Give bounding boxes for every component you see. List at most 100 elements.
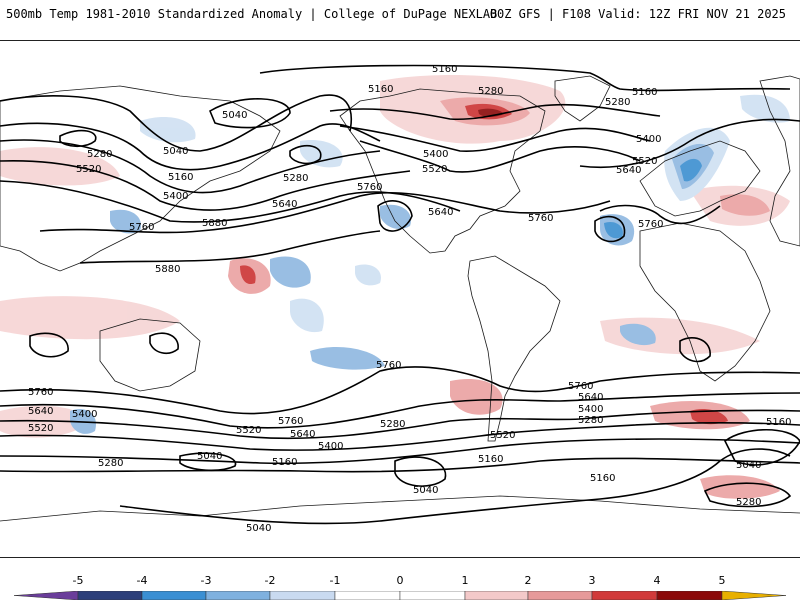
contour-label: 5040 — [222, 110, 247, 121]
colorbar-tick: 5 — [718, 574, 726, 587]
contour-label: 5280 — [578, 415, 603, 426]
contour-5520-sh — [0, 409, 800, 440]
contour-label: 5160 — [168, 172, 193, 183]
contour-label: 5640 — [28, 406, 53, 417]
contour-label: 5160 — [432, 64, 457, 75]
colorbar-segment — [656, 591, 723, 600]
colorbar-segment — [721, 591, 787, 600]
contour-label: 5520 — [632, 156, 657, 167]
contour-label: 5760 — [357, 182, 382, 193]
colorbar-tick: -2 — [264, 574, 276, 587]
contour-5160-sh — [0, 457, 800, 473]
colorbar-segment — [269, 591, 336, 600]
contour-label: 5760 — [638, 219, 663, 230]
contour-5280-asia — [0, 122, 381, 171]
closed-contour-atl — [594, 215, 626, 243]
contour-label: 5040 — [197, 451, 222, 462]
contour-label: 5160 — [272, 457, 297, 468]
contour-label: 5160 — [368, 84, 393, 95]
closed-contour-na — [377, 200, 413, 232]
contour-label: 5280 — [736, 497, 761, 508]
contour-label: 5280 — [283, 173, 308, 184]
contour-5160-east — [723, 428, 800, 466]
height-contours — [0, 64, 800, 525]
contour-5520-na — [359, 140, 641, 173]
contour-5160-north — [259, 64, 791, 92]
contour-label: 5640 — [290, 429, 315, 440]
contour-5160-asia — [0, 94, 352, 152]
warm-anomaly-area — [240, 265, 256, 285]
contour-5880-pacific — [79, 230, 381, 264]
colorbar-segment — [334, 591, 401, 600]
cold-anomaly-area — [680, 158, 702, 182]
colorbar-segment — [205, 591, 271, 600]
contour-label: 5520 — [422, 164, 447, 175]
map-canvas: 5160 5280 5160 5280 5160 5040 5400 5520 … — [0, 64, 800, 534]
south-america-outline — [467, 255, 561, 442]
colorbar-segment — [464, 591, 529, 600]
cold-anomaly-area — [620, 323, 656, 346]
contour-label: 5280 — [98, 458, 123, 469]
contour-label: 5160 — [478, 454, 503, 465]
contour-label: 5280 — [605, 97, 630, 108]
contour-label: 5880 — [202, 218, 227, 229]
cold-anomaly-area — [290, 298, 324, 333]
contour-label: 5280 — [380, 419, 405, 430]
colorbar-bar — [13, 591, 787, 600]
greenland-outline — [554, 75, 611, 122]
contour-label: 5760 — [528, 213, 553, 224]
warm-anomaly-area — [0, 147, 120, 186]
colorbar-tick: -3 — [200, 574, 212, 587]
colorbar-segment — [77, 591, 143, 600]
contour-5280-east — [703, 482, 792, 508]
cold-anomaly-area — [604, 221, 623, 239]
contour-5400-na — [339, 125, 651, 153]
contour-5520-asia — [0, 159, 411, 211]
colorbar-tick: 1 — [461, 574, 469, 587]
anomaly-colorbar: -5 -4 -3 -2 -1 0 1 2 3 4 5 — [0, 570, 800, 600]
header-bar: 500mb Temp 1981-2010 Standardized Anomal… — [0, 0, 800, 40]
contour-5760-atlantic — [599, 204, 721, 225]
contour-5640-sh — [0, 392, 800, 429]
colorbar-segment — [591, 591, 658, 600]
warm-anomaly-area — [0, 296, 180, 340]
contour-label: 5640 — [578, 392, 603, 403]
contour-label: 5760 — [278, 416, 303, 427]
coastlines — [0, 75, 800, 522]
contour-5040-south — [119, 448, 791, 525]
contour-label: 5400 — [318, 441, 343, 452]
weather-map: 5160 5280 5160 5280 5160 5040 5400 5520 … — [0, 40, 800, 558]
warm-anomaly-area — [450, 379, 503, 415]
model-run-info: 00Z GFS | F108 Valid: 12Z FRI NOV 21 202… — [489, 7, 786, 21]
asia-outline-east — [759, 75, 800, 247]
warm-anomaly-area — [690, 409, 728, 425]
colorbar-segment — [527, 591, 593, 600]
colorbar-tick: 0 — [396, 574, 404, 587]
contour-5280-sh — [0, 438, 800, 465]
contour-5040-north — [208, 98, 291, 129]
contour-label: 5280 — [478, 86, 503, 97]
colorbar-tick: -5 — [72, 574, 84, 587]
warm-anomaly-area — [720, 194, 770, 216]
colorbar-segment — [399, 591, 466, 600]
contour-label: 5760 — [28, 387, 53, 398]
north-america-outline — [339, 88, 546, 254]
warm-anomaly-area — [0, 405, 90, 438]
contour-label: 5040 — [736, 460, 761, 471]
contour-label: 5400 — [578, 404, 603, 415]
cold-anomaly-area — [270, 256, 311, 288]
colorbar-tick: 2 — [524, 574, 532, 587]
cold-anomaly-area — [140, 117, 196, 143]
contour-5040-sh — [179, 452, 237, 472]
contour-label: 5520 — [236, 425, 261, 436]
closed-contour-aus — [29, 332, 69, 358]
contour-label: 5160 — [766, 417, 791, 428]
colorbar-tick: -1 — [329, 574, 341, 587]
europe-outline — [639, 140, 761, 217]
contour-label: 5040 — [163, 146, 188, 157]
map-title: 500mb Temp 1981-2010 Standardized Anomal… — [6, 7, 498, 21]
contour-5760-sh — [0, 366, 800, 415]
anomaly-shading — [0, 75, 790, 499]
cold-anomaly-area — [740, 94, 790, 123]
cold-anomaly-area — [310, 346, 385, 370]
